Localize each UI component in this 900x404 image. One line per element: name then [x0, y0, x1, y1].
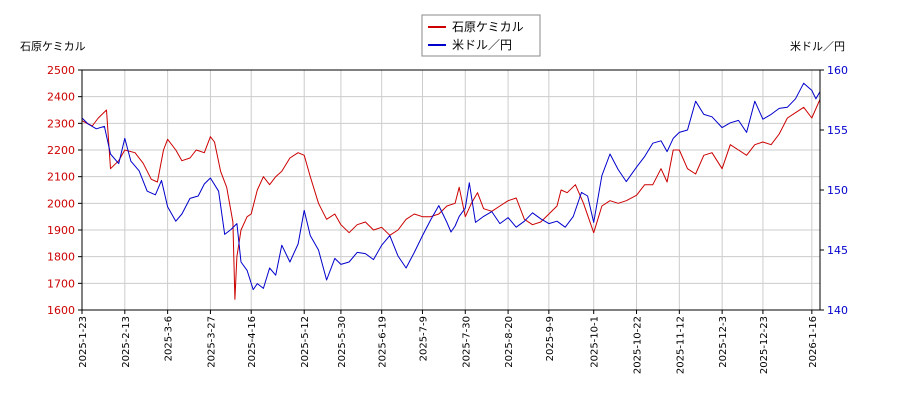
x-tick-label: 2025-8-20: [504, 316, 515, 368]
legend-label-stock: 石原ケミカル: [452, 20, 524, 34]
y-right-tick-label: 155: [827, 124, 848, 137]
x-tick-label: 2025-3-27: [206, 316, 217, 368]
y-left-tick-label: 1900: [47, 224, 75, 237]
x-tick-label: 2025-10-1: [590, 316, 601, 368]
legend-box: [421, 14, 541, 57]
x-tick-label: 2025-7-30: [461, 316, 472, 368]
y-left-tick-label: 2100: [47, 171, 75, 184]
x-tick-label: 2025-12-3: [718, 316, 729, 368]
x-tick-label: 2025-3-6: [164, 316, 175, 361]
legend-label-usdjpy: 米ドル／円: [452, 38, 512, 52]
axes: 1600 1700 1800 1900 2000 2100 2200 2300 2400 2500…: [47, 64, 848, 374]
x-tick-label: 2025-5-12: [300, 316, 311, 368]
y-left-tick-label: 2400: [47, 91, 75, 104]
legend: 石原ケミカル 米ドル／円: [421, 14, 541, 57]
y-right-tick-label: 160: [827, 64, 848, 77]
series-line-stock: [81, 99, 821, 300]
x-tick-label: 2025-1-23: [78, 316, 89, 368]
y-left-tick-label: 2500: [47, 64, 75, 77]
x-tick-label: 2025-2-13: [121, 316, 132, 368]
x-tick-label: 2025-6-19: [378, 316, 389, 368]
series-layer: [81, 82, 821, 300]
x-tick-label: 2025-11-12: [675, 316, 686, 374]
grid: [81, 69, 820, 311]
series-line-usdjpy: [81, 82, 821, 291]
x-tick-label: 2025-5-30: [337, 316, 348, 368]
x-tick-label: 2025-7-9: [418, 316, 429, 361]
y-left-tick-label: 1800: [47, 251, 75, 264]
x-tick-label: 2026-1-16: [808, 316, 819, 368]
y-right-tick-label: 145: [827, 244, 848, 257]
y-left-tick-label: 2200: [47, 144, 75, 157]
y-right-tick-label: 140: [827, 304, 848, 317]
y-right-tick-label: 150: [827, 184, 848, 197]
y-left-tick-label: 2300: [47, 117, 75, 130]
y-left-tick-label: 1600: [47, 304, 75, 317]
right-axis-label: 米ドル／円: [790, 40, 845, 53]
plot-frame: [81, 69, 821, 311]
y-left-tick-label: 2000: [47, 197, 75, 210]
x-tick-label: 2025-10-22: [633, 316, 644, 374]
left-axis-label: 石原ケミカル: [20, 40, 86, 53]
x-tick-label: 2025-4-16: [247, 316, 258, 368]
y-left-tick-label: 1700: [47, 277, 75, 290]
x-tick-label: 2025-12-23: [759, 316, 770, 374]
x-tick-label: 2025-9-9: [545, 316, 556, 361]
